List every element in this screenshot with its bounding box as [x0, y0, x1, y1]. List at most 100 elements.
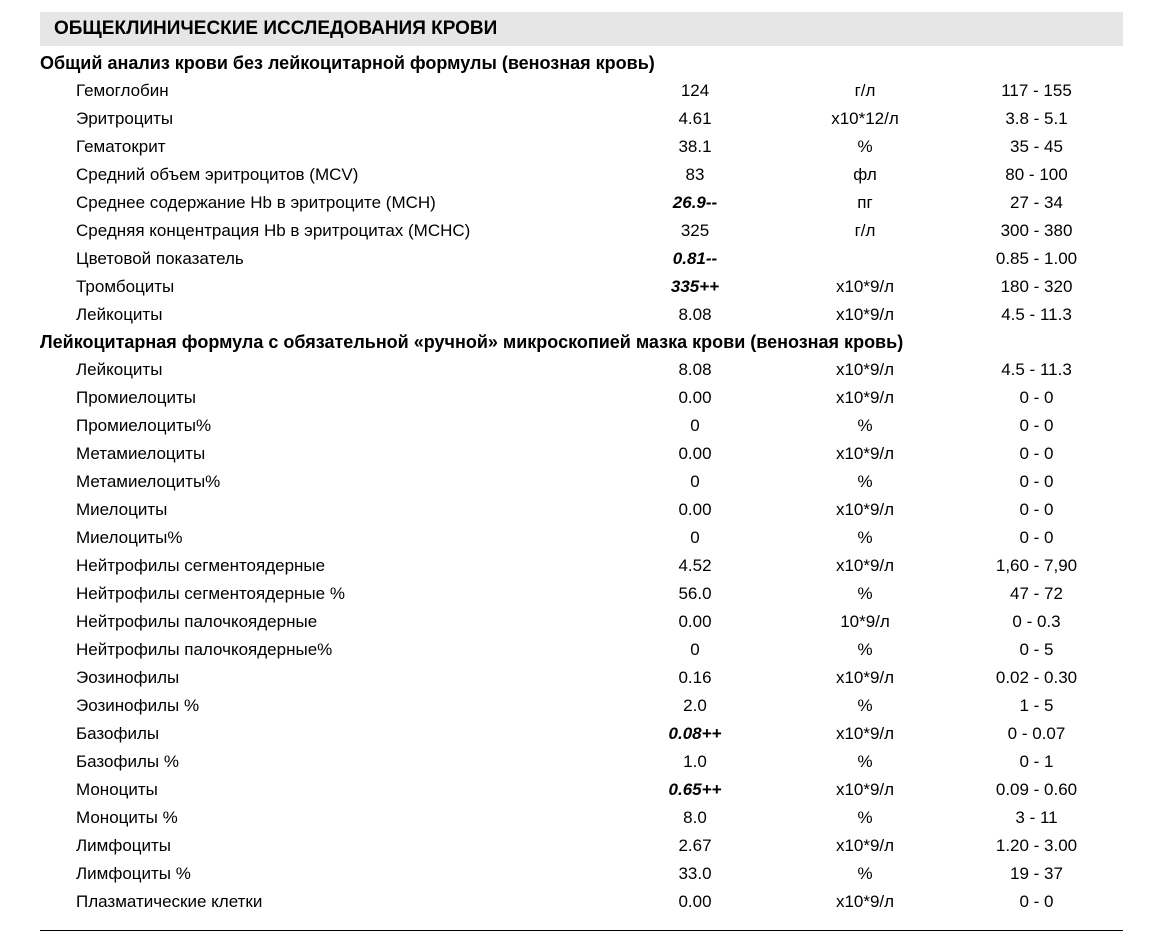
- param-range: 117 - 155: [950, 81, 1123, 101]
- param-range: 0 - 5: [950, 640, 1123, 660]
- param-value: 0: [610, 472, 780, 492]
- param-range: 1 - 5: [950, 696, 1123, 716]
- param-name: Метамиелоциты%: [40, 472, 610, 492]
- param-value: 0.00: [610, 444, 780, 464]
- table-row: Эозинофилы %2.0%1 - 5: [40, 692, 1123, 720]
- param-name: Нейтрофилы сегментоядерные: [40, 556, 610, 576]
- param-unit: х10*9/л: [780, 668, 950, 688]
- param-name: Нейтрофилы палочкоядерные%: [40, 640, 610, 660]
- param-value: 325: [610, 221, 780, 241]
- param-value: 56.0: [610, 584, 780, 604]
- param-name: Промиелоциты%: [40, 416, 610, 436]
- param-value: 0.00: [610, 388, 780, 408]
- param-value: 0: [610, 640, 780, 660]
- table-row: Лимфоциты %33.0%19 - 37: [40, 860, 1123, 888]
- table-row: Лейкоциты8.08х10*9/л4.5 - 11.3: [40, 301, 1123, 329]
- param-range: 19 - 37: [950, 864, 1123, 884]
- section-divider: [40, 930, 1123, 931]
- param-range: 0.09 - 0.60: [950, 780, 1123, 800]
- param-name: Промиелоциты: [40, 388, 610, 408]
- table-row: Тромбоциты335++х10*9/л180 - 320: [40, 273, 1123, 301]
- param-value: 0.08++: [610, 724, 780, 744]
- param-range: 80 - 100: [950, 165, 1123, 185]
- table-row: Гематокрит38.1%35 - 45: [40, 133, 1123, 161]
- table-row: Метамиелоциты%0%0 - 0: [40, 468, 1123, 496]
- param-range: 0 - 0: [950, 500, 1123, 520]
- param-value: 38.1: [610, 137, 780, 157]
- table-row: Среднее содержание Hb в эритроците (MCH)…: [40, 189, 1123, 217]
- table-row: Моноциты0.65++х10*9/л0.09 - 0.60: [40, 776, 1123, 804]
- param-unit: %: [780, 528, 950, 548]
- param-name: Лейкоциты: [40, 305, 610, 325]
- param-name: Лимфоциты: [40, 836, 610, 856]
- param-unit: х10*9/л: [780, 500, 950, 520]
- param-name: Нейтрофилы палочкоядерные: [40, 612, 610, 632]
- table-row: Эритроциты4.61х10*12/л3.8 - 5.1: [40, 105, 1123, 133]
- param-name: Метамиелоциты: [40, 444, 610, 464]
- param-name: Базофилы %: [40, 752, 610, 772]
- param-name: Нейтрофилы сегментоядерные %: [40, 584, 610, 604]
- param-value: 26.9--: [610, 193, 780, 213]
- table-row: Плазматические клетки0.00х10*9/л0 - 0: [40, 888, 1123, 916]
- param-range: 1.20 - 3.00: [950, 836, 1123, 856]
- table-row: Лимфоциты2.67х10*9/л1.20 - 3.00: [40, 832, 1123, 860]
- param-unit: х10*9/л: [780, 388, 950, 408]
- param-value: 124: [610, 81, 780, 101]
- param-name: Лимфоциты %: [40, 864, 610, 884]
- table-row: Гемоглобин124г/л117 - 155: [40, 77, 1123, 105]
- param-value: 0.00: [610, 500, 780, 520]
- param-range: 300 - 380: [950, 221, 1123, 241]
- param-value: 1.0: [610, 752, 780, 772]
- param-name: Гемоглобин: [40, 81, 610, 101]
- table-row: Средний объем эритроцитов (MCV)83фл80 - …: [40, 161, 1123, 189]
- table-row: Эозинофилы0.16х10*9/л0.02 - 0.30: [40, 664, 1123, 692]
- param-unit: х10*9/л: [780, 780, 950, 800]
- param-unit: %: [780, 640, 950, 660]
- table-row: Миелоциты0.00х10*9/л0 - 0: [40, 496, 1123, 524]
- table-row: Миелоциты%0%0 - 0: [40, 524, 1123, 552]
- param-unit: %: [780, 808, 950, 828]
- param-range: 0 - 0: [950, 416, 1123, 436]
- param-range: 0 - 1: [950, 752, 1123, 772]
- param-unit: %: [780, 752, 950, 772]
- param-range: 0 - 0.3: [950, 612, 1123, 632]
- param-range: 0 - 0: [950, 444, 1123, 464]
- param-range: 27 - 34: [950, 193, 1123, 213]
- param-range: 0 - 0: [950, 528, 1123, 548]
- param-unit: %: [780, 696, 950, 716]
- param-value: 33.0: [610, 864, 780, 884]
- param-unit: фл: [780, 165, 950, 185]
- param-range: 4.5 - 11.3: [950, 305, 1123, 325]
- param-name: Цветовой показатель: [40, 249, 610, 269]
- param-unit: х10*9/л: [780, 556, 950, 576]
- param-value: 0.00: [610, 612, 780, 632]
- param-name: Эритроциты: [40, 109, 610, 129]
- param-name: Моноциты %: [40, 808, 610, 828]
- param-value: 4.52: [610, 556, 780, 576]
- param-unit: х10*9/л: [780, 724, 950, 744]
- table-row: Нейтрофилы сегментоядерные %56.0%47 - 72: [40, 580, 1123, 608]
- param-unit: х10*12/л: [780, 109, 950, 129]
- table-row: Промиелоциты%0%0 - 0: [40, 412, 1123, 440]
- param-unit: х10*9/л: [780, 836, 950, 856]
- param-unit: х10*9/л: [780, 892, 950, 912]
- param-range: 47 - 72: [950, 584, 1123, 604]
- param-unit: г/л: [780, 81, 950, 101]
- param-name: Моноциты: [40, 780, 610, 800]
- table-row: Средняя концентрация Hb в эритроцитах (M…: [40, 217, 1123, 245]
- param-name: Гематокрит: [40, 137, 610, 157]
- param-name: Базофилы: [40, 724, 610, 744]
- table-row: Моноциты %8.0%3 - 11: [40, 804, 1123, 832]
- table-row: Метамиелоциты0.00х10*9/л0 - 0: [40, 440, 1123, 468]
- param-name: Миелоциты%: [40, 528, 610, 548]
- param-unit: %: [780, 416, 950, 436]
- param-unit: %: [780, 864, 950, 884]
- param-value: 8.08: [610, 305, 780, 325]
- param-range: 3.8 - 5.1: [950, 109, 1123, 129]
- param-range: 0.85 - 1.00: [950, 249, 1123, 269]
- table-row: Нейтрофилы сегментоядерные4.52х10*9/л1,6…: [40, 552, 1123, 580]
- param-value: 8.0: [610, 808, 780, 828]
- param-range: 0.02 - 0.30: [950, 668, 1123, 688]
- table-row: Базофилы0.08++х10*9/л0 - 0.07: [40, 720, 1123, 748]
- param-value: 4.61: [610, 109, 780, 129]
